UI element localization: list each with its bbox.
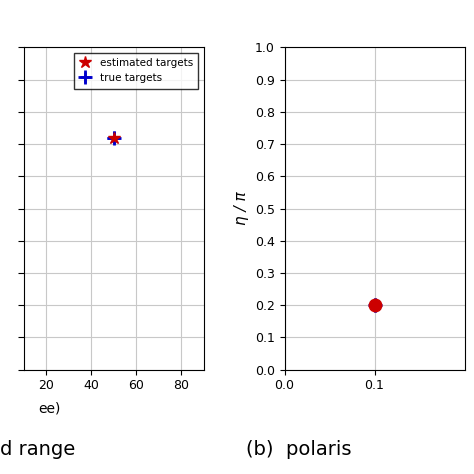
Text: (b)  polaris: (b) polaris xyxy=(246,440,352,459)
Y-axis label: η / π: η / π xyxy=(234,192,249,225)
Legend: estimated targets, true targets: estimated targets, true targets xyxy=(74,53,199,89)
Text: d range: d range xyxy=(0,440,75,459)
Text: ee): ee) xyxy=(38,401,60,415)
